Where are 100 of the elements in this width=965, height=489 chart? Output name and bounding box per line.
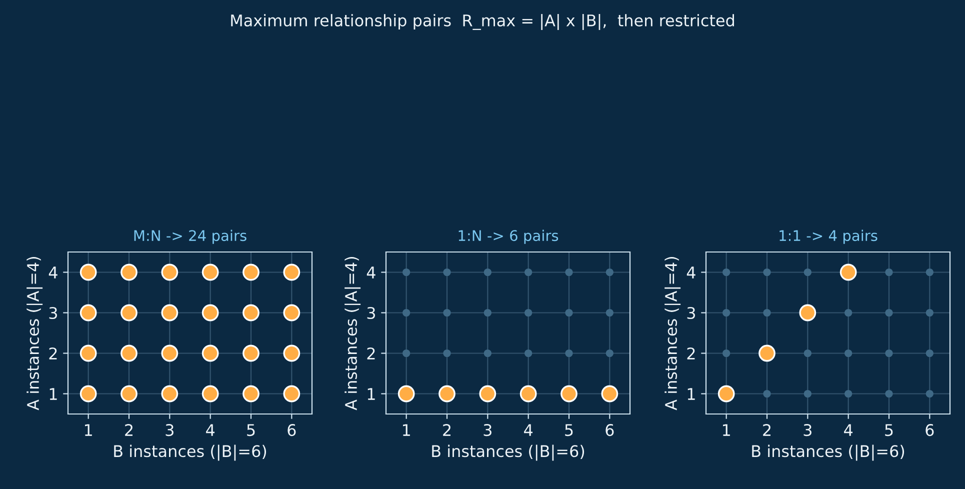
point (601, 385, 618, 402)
point (161, 304, 178, 322)
point (804, 268, 812, 276)
x-tick-label: 6 (926, 424, 934, 436)
y-tick-label: 1 (50, 388, 57, 400)
point (242, 304, 260, 322)
x-axis-title: B instances (|B|=6) (432, 444, 584, 461)
point (926, 308, 934, 317)
x-tick-label: 3 (166, 424, 174, 436)
x-tick-label: 4 (844, 424, 853, 436)
y-tick-label: 4 (686, 266, 696, 278)
y-tick-label: 3 (49, 306, 57, 320)
x-tick-label: 5 (247, 424, 255, 436)
x-tick-label: 2 (125, 424, 132, 436)
point (161, 264, 178, 281)
y-tick-label: 2 (367, 347, 375, 360)
point (80, 264, 97, 281)
point (443, 268, 451, 276)
x-tick-label: 5 (885, 424, 893, 436)
point (484, 308, 492, 317)
point (484, 349, 492, 358)
point (443, 349, 451, 358)
point (202, 264, 219, 281)
point (283, 385, 300, 402)
point (524, 268, 532, 276)
x-tick-label: 6 (606, 424, 614, 436)
point (606, 349, 614, 358)
point (479, 385, 496, 402)
point (722, 268, 730, 276)
point (722, 308, 730, 317)
x-tick-label: 3 (804, 424, 812, 436)
point (565, 349, 573, 358)
point (283, 264, 300, 281)
text: Maximum relationship pairs R_max = |A| x |B|, then restricted (231, 14, 734, 30)
point (242, 385, 260, 402)
x-tick-label: 1 (85, 424, 92, 436)
point (840, 264, 857, 281)
point (758, 344, 776, 362)
point (402, 308, 410, 317)
y-tick-label: 2 (687, 347, 695, 360)
point (402, 268, 410, 276)
x-tick-label: 1 (403, 424, 410, 436)
x-tick-label: 6 (288, 424, 296, 436)
point (926, 268, 934, 276)
point (844, 308, 852, 317)
chart-title: 1:N -> 6 pairs (458, 230, 558, 244)
point (283, 304, 300, 322)
x-tick-label: 2 (763, 424, 770, 436)
point (398, 385, 415, 402)
point (202, 304, 219, 322)
point (283, 344, 300, 362)
x-tick-label: 4 (524, 424, 533, 436)
point (202, 344, 219, 362)
point (763, 390, 771, 398)
y-tick-label: 3 (687, 306, 695, 320)
x-tick-label: 2 (443, 424, 450, 436)
point (120, 304, 138, 322)
point (926, 349, 934, 358)
y-tick-label: 1 (368, 388, 375, 400)
point (524, 308, 532, 317)
point (120, 264, 138, 281)
chart-title: 1:1 -> 4 pairs (780, 230, 878, 244)
y-tick-label: 3 (367, 306, 375, 320)
y-tick-label: 2 (49, 347, 57, 360)
point (565, 268, 573, 276)
y-tick-label: 1 (688, 388, 695, 400)
y-axis-title: A instances (|A|=4) (26, 256, 43, 410)
point (161, 385, 178, 402)
x-tick-label: 1 (723, 424, 730, 436)
y-axis-title: A instances (|A|=4) (344, 256, 361, 410)
point (885, 308, 893, 317)
point (718, 385, 735, 402)
y-tick-label: 4 (48, 266, 58, 278)
point (80, 385, 97, 402)
point (844, 390, 852, 398)
point (443, 308, 451, 317)
x-tick-label: 4 (206, 424, 215, 436)
y-tick-label: 4 (366, 266, 376, 278)
point (885, 268, 893, 276)
point (520, 385, 537, 402)
point (438, 385, 456, 402)
x-tick-label: 5 (565, 424, 573, 436)
point (565, 308, 573, 317)
point (560, 385, 578, 402)
point (763, 308, 771, 317)
point (120, 344, 138, 362)
point (804, 390, 812, 398)
point (242, 264, 260, 281)
x-tick-label: 3 (484, 424, 492, 436)
point (885, 390, 893, 398)
point (606, 268, 614, 276)
x-axis-title: B instances (|B|=6) (114, 444, 266, 461)
point (926, 390, 934, 398)
point (844, 349, 852, 358)
y-axis-title: A instances (|A|=4) (664, 256, 681, 410)
point (606, 308, 614, 317)
point (242, 344, 260, 362)
point (484, 268, 492, 276)
point (402, 349, 410, 358)
point (722, 349, 730, 358)
